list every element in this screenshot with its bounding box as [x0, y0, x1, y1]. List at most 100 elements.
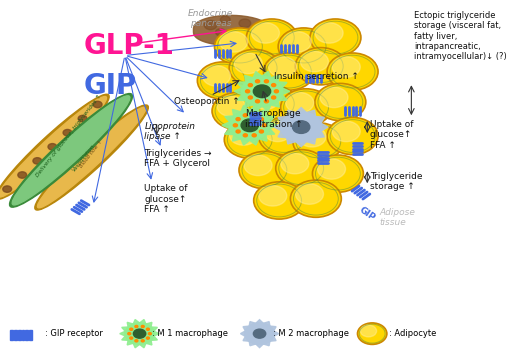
Circle shape: [327, 117, 378, 155]
Circle shape: [147, 328, 149, 330]
Circle shape: [298, 126, 326, 147]
Circle shape: [141, 325, 144, 328]
Circle shape: [248, 96, 252, 99]
Circle shape: [252, 134, 256, 137]
Circle shape: [259, 185, 287, 206]
Circle shape: [130, 337, 133, 339]
Circle shape: [301, 51, 329, 72]
Text: : GIP receptor: : GIP receptor: [45, 329, 103, 338]
Circle shape: [236, 130, 240, 133]
Text: Triglycerides →
FFA + Glycerol: Triglycerides → FFA + Glycerol: [145, 149, 212, 168]
Circle shape: [243, 114, 248, 117]
Circle shape: [283, 32, 311, 52]
Text: Triglyceride
storage ↑: Triglyceride storage ↑: [370, 172, 422, 191]
Ellipse shape: [0, 97, 107, 197]
Circle shape: [327, 53, 378, 90]
Circle shape: [264, 100, 268, 103]
Circle shape: [264, 121, 292, 142]
Circle shape: [264, 80, 268, 83]
Circle shape: [315, 23, 343, 43]
Circle shape: [202, 66, 230, 86]
Circle shape: [255, 80, 259, 83]
Text: : Adipocyte: : Adipocyte: [389, 329, 437, 338]
Circle shape: [198, 62, 248, 99]
Circle shape: [332, 121, 360, 142]
Text: Adipose
tissue: Adipose tissue: [380, 208, 415, 227]
Polygon shape: [240, 320, 279, 348]
Circle shape: [229, 49, 280, 87]
Circle shape: [264, 53, 315, 90]
Circle shape: [224, 121, 275, 158]
Circle shape: [290, 180, 341, 217]
Circle shape: [219, 32, 248, 52]
Circle shape: [220, 16, 230, 23]
Circle shape: [239, 151, 290, 189]
Circle shape: [285, 92, 314, 113]
Ellipse shape: [12, 96, 130, 205]
Circle shape: [310, 19, 361, 56]
Circle shape: [318, 159, 346, 179]
Ellipse shape: [9, 93, 133, 207]
Polygon shape: [234, 72, 290, 111]
Text: Vasodilation: Vasodilation: [71, 143, 96, 172]
Circle shape: [204, 20, 217, 30]
Text: Blood flow ↑: Blood flow ↑: [79, 139, 104, 169]
Circle shape: [281, 89, 332, 126]
Circle shape: [295, 184, 323, 204]
Text: Osteopontin ↑: Osteopontin ↑: [174, 97, 240, 106]
Text: GIP: GIP: [357, 205, 377, 222]
Circle shape: [259, 130, 264, 133]
Ellipse shape: [0, 94, 109, 199]
Circle shape: [235, 53, 262, 74]
Polygon shape: [275, 107, 328, 147]
Circle shape: [258, 117, 309, 155]
Circle shape: [214, 28, 265, 65]
Polygon shape: [120, 320, 160, 348]
Text: GIP: GIP: [83, 72, 137, 100]
Circle shape: [255, 100, 259, 103]
Bar: [21, 330, 24, 340]
Ellipse shape: [37, 107, 146, 208]
Circle shape: [278, 28, 329, 65]
Circle shape: [246, 19, 297, 56]
Circle shape: [236, 31, 244, 37]
Circle shape: [125, 323, 154, 344]
Circle shape: [315, 83, 366, 121]
Circle shape: [254, 182, 305, 219]
Circle shape: [252, 114, 256, 117]
Circle shape: [281, 153, 309, 174]
Circle shape: [332, 57, 360, 77]
Circle shape: [271, 96, 276, 99]
Circle shape: [293, 123, 344, 160]
Circle shape: [293, 121, 310, 134]
Circle shape: [320, 87, 348, 108]
Circle shape: [275, 90, 278, 93]
Circle shape: [147, 337, 149, 339]
Text: : M 2 macrophage: : M 2 macrophage: [274, 329, 349, 338]
Polygon shape: [222, 106, 278, 145]
Circle shape: [281, 112, 322, 142]
Bar: [30, 330, 32, 340]
Circle shape: [229, 125, 257, 145]
Circle shape: [245, 90, 250, 93]
Circle shape: [48, 144, 57, 150]
Text: Ectopic triglyceride
storage (visceral fat,
fatty liver,
intrapancreatic,
intram: Ectopic triglyceride storage (visceral f…: [414, 11, 506, 61]
Circle shape: [135, 340, 138, 342]
Circle shape: [251, 89, 279, 110]
Bar: [10, 330, 12, 340]
Circle shape: [241, 76, 282, 106]
Circle shape: [262, 124, 266, 127]
Circle shape: [276, 150, 327, 187]
Circle shape: [253, 85, 270, 98]
Text: Insulin secretion ↑: Insulin secretion ↑: [274, 72, 359, 81]
Bar: [14, 330, 17, 340]
Circle shape: [360, 325, 376, 337]
Text: Uptake of
glucose↑
FFA ↑: Uptake of glucose↑ FFA ↑: [145, 184, 188, 214]
Circle shape: [243, 134, 248, 137]
Circle shape: [3, 186, 11, 192]
Circle shape: [248, 84, 252, 87]
Circle shape: [259, 118, 264, 121]
Text: : M 1 macrophage: : M 1 macrophage: [152, 329, 228, 338]
Text: Macrophage
infiltration ↑: Macrophage infiltration ↑: [245, 109, 303, 129]
Text: Uptake of
glucose↑
FFA ↑: Uptake of glucose↑ FFA ↑: [370, 120, 413, 150]
